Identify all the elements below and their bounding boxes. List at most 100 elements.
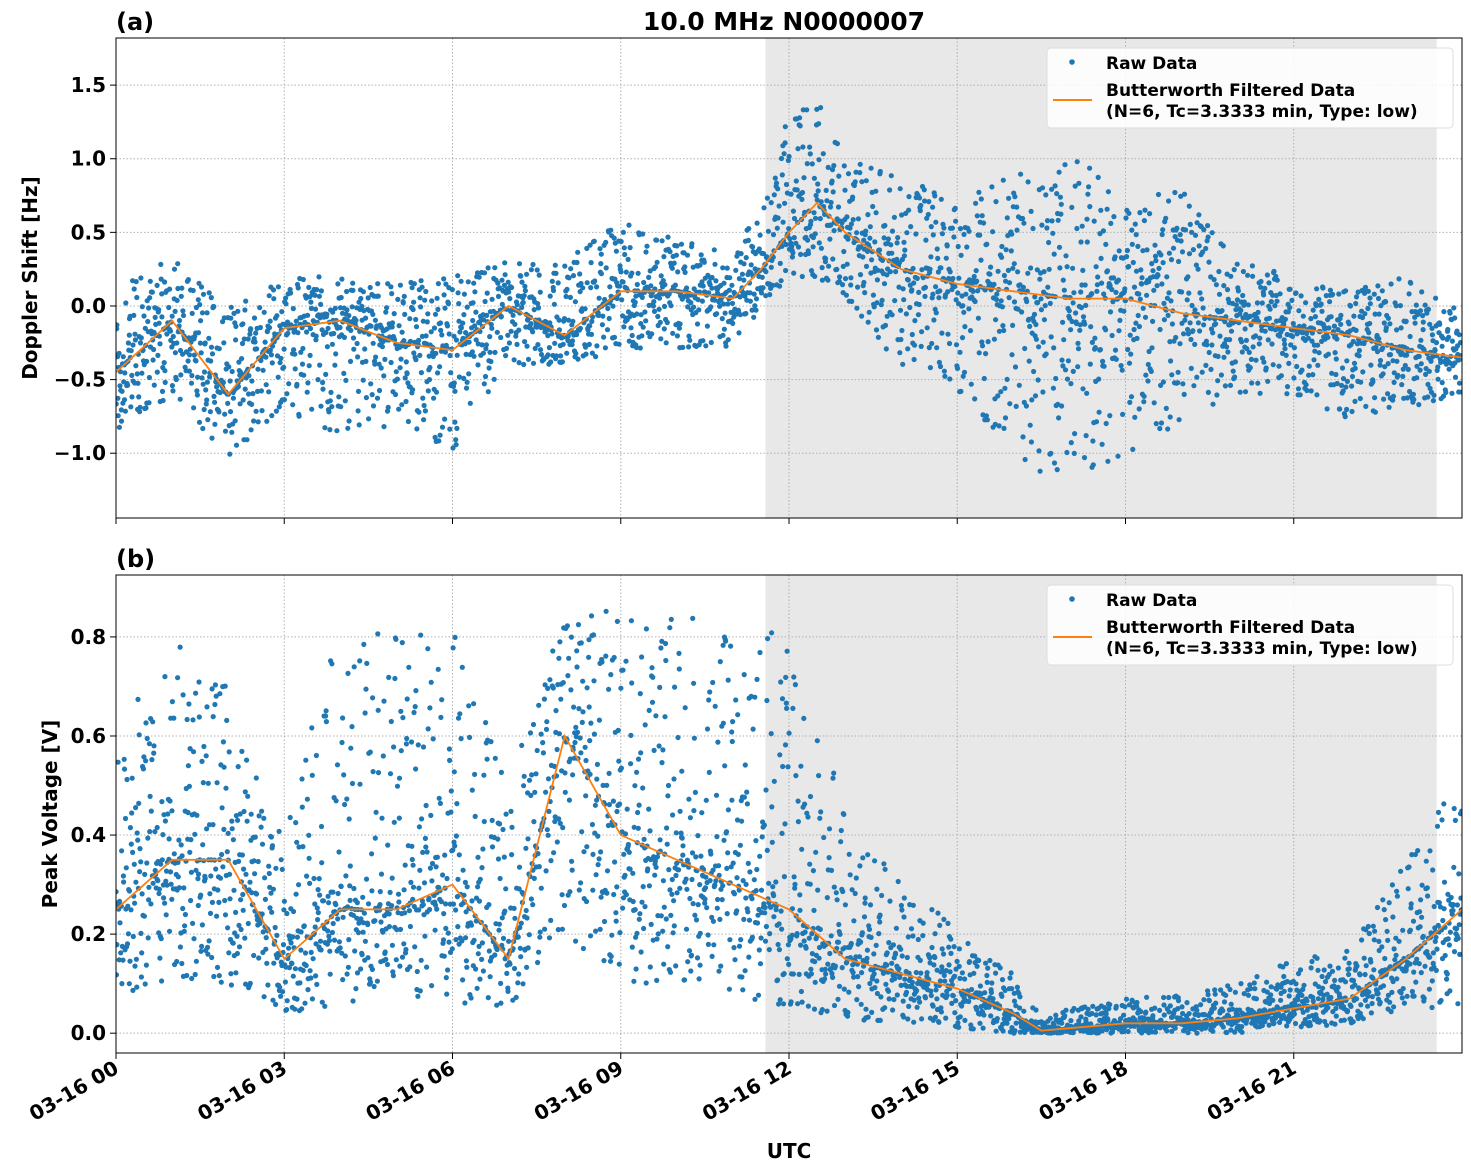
- raw-data-point: [365, 955, 370, 960]
- raw-data-point: [484, 313, 489, 318]
- raw-data-point: [411, 863, 416, 868]
- raw-data-point: [211, 974, 216, 979]
- raw-data-point: [201, 744, 206, 749]
- raw-data-point: [755, 920, 760, 925]
- raw-data-point: [1457, 381, 1462, 386]
- raw-data-point: [1380, 345, 1385, 350]
- raw-data-point: [1293, 290, 1298, 295]
- raw-data-point: [1247, 350, 1252, 355]
- raw-data-point: [248, 326, 253, 331]
- raw-data-point: [241, 397, 246, 402]
- raw-data-point: [199, 284, 204, 289]
- raw-data-point: [475, 884, 480, 889]
- raw-data-point: [593, 929, 598, 934]
- raw-data-point: [1343, 288, 1348, 293]
- raw-data-point: [1352, 399, 1357, 404]
- raw-data-point: [1074, 226, 1079, 231]
- raw-data-point: [265, 982, 270, 987]
- raw-data-point: [640, 231, 645, 236]
- raw-data-point: [785, 649, 790, 654]
- raw-data-point: [415, 994, 420, 999]
- raw-data-point: [802, 802, 807, 807]
- raw-data-point: [564, 294, 569, 299]
- raw-data-point: [350, 781, 355, 786]
- raw-data-point: [196, 297, 201, 302]
- raw-data-point: [1206, 390, 1211, 395]
- raw-data-point: [486, 995, 491, 1000]
- raw-data-point: [541, 750, 546, 755]
- raw-data-point: [695, 833, 700, 838]
- raw-data-point: [422, 880, 427, 885]
- raw-data-point: [889, 173, 894, 178]
- raw-data-point: [728, 644, 733, 649]
- raw-data-point: [799, 989, 804, 994]
- raw-data-point: [123, 300, 128, 305]
- raw-data-point: [1084, 217, 1089, 222]
- raw-data-point: [135, 381, 140, 386]
- raw-data-point: [1299, 368, 1304, 373]
- raw-data-point: [1187, 251, 1192, 256]
- raw-data-point: [206, 336, 211, 341]
- raw-data-point: [674, 830, 679, 835]
- raw-data-point: [643, 318, 648, 323]
- raw-data-point: [1367, 321, 1372, 326]
- raw-data-point: [529, 896, 534, 901]
- raw-data-point: [1261, 292, 1266, 297]
- raw-data-point: [170, 699, 175, 704]
- raw-data-point: [1100, 442, 1105, 447]
- raw-data-point: [1062, 288, 1067, 293]
- raw-data-point: [368, 381, 373, 386]
- raw-data-point: [628, 325, 633, 330]
- raw-data-point: [507, 962, 512, 967]
- raw-data-point: [813, 980, 818, 985]
- raw-data-point: [322, 425, 327, 430]
- raw-data-point: [330, 930, 335, 935]
- raw-data-point: [715, 897, 720, 902]
- raw-data-point: [958, 226, 963, 231]
- raw-data-point: [830, 256, 835, 261]
- raw-data-point: [1158, 252, 1163, 257]
- raw-data-point: [162, 674, 167, 679]
- raw-data-point: [608, 959, 613, 964]
- raw-data-point: [1038, 296, 1043, 301]
- raw-data-point: [1058, 212, 1063, 217]
- raw-data-point: [1441, 309, 1446, 314]
- raw-data-point: [312, 293, 317, 298]
- raw-data-point: [1353, 366, 1358, 371]
- raw-data-point: [758, 233, 763, 238]
- raw-data-point: [693, 854, 698, 859]
- raw-data-point: [470, 318, 475, 323]
- raw-data-point: [1313, 314, 1318, 319]
- raw-data-point: [1185, 327, 1190, 332]
- raw-data-point: [123, 409, 128, 414]
- raw-data-point: [1015, 269, 1020, 274]
- raw-data-point: [294, 997, 299, 1002]
- raw-data-point: [578, 750, 583, 755]
- raw-data-point: [535, 748, 540, 753]
- raw-data-point: [1106, 189, 1111, 194]
- raw-data-point: [590, 822, 595, 827]
- raw-data-point: [624, 270, 629, 275]
- raw-data-point: [153, 315, 158, 320]
- raw-data-point: [1310, 372, 1315, 377]
- raw-data-point: [401, 300, 406, 305]
- raw-data-point: [706, 697, 711, 702]
- raw-data-point: [680, 836, 685, 841]
- raw-data-point: [675, 269, 680, 274]
- raw-data-point: [398, 357, 403, 362]
- raw-data-point: [637, 917, 642, 922]
- raw-data-point: [375, 281, 380, 286]
- raw-data-point: [904, 311, 909, 316]
- raw-data-point: [959, 253, 964, 258]
- raw-data-point: [464, 965, 469, 970]
- raw-data-point: [1136, 291, 1141, 296]
- raw-data-point: [973, 201, 978, 206]
- raw-data-point: [1288, 287, 1293, 292]
- raw-data-point: [1250, 263, 1255, 268]
- raw-data-point: [228, 378, 233, 383]
- raw-data-point: [614, 919, 619, 924]
- raw-data-point: [713, 878, 718, 883]
- raw-data-point: [1043, 303, 1048, 308]
- raw-data-point: [1262, 286, 1267, 291]
- raw-data-point: [697, 976, 702, 981]
